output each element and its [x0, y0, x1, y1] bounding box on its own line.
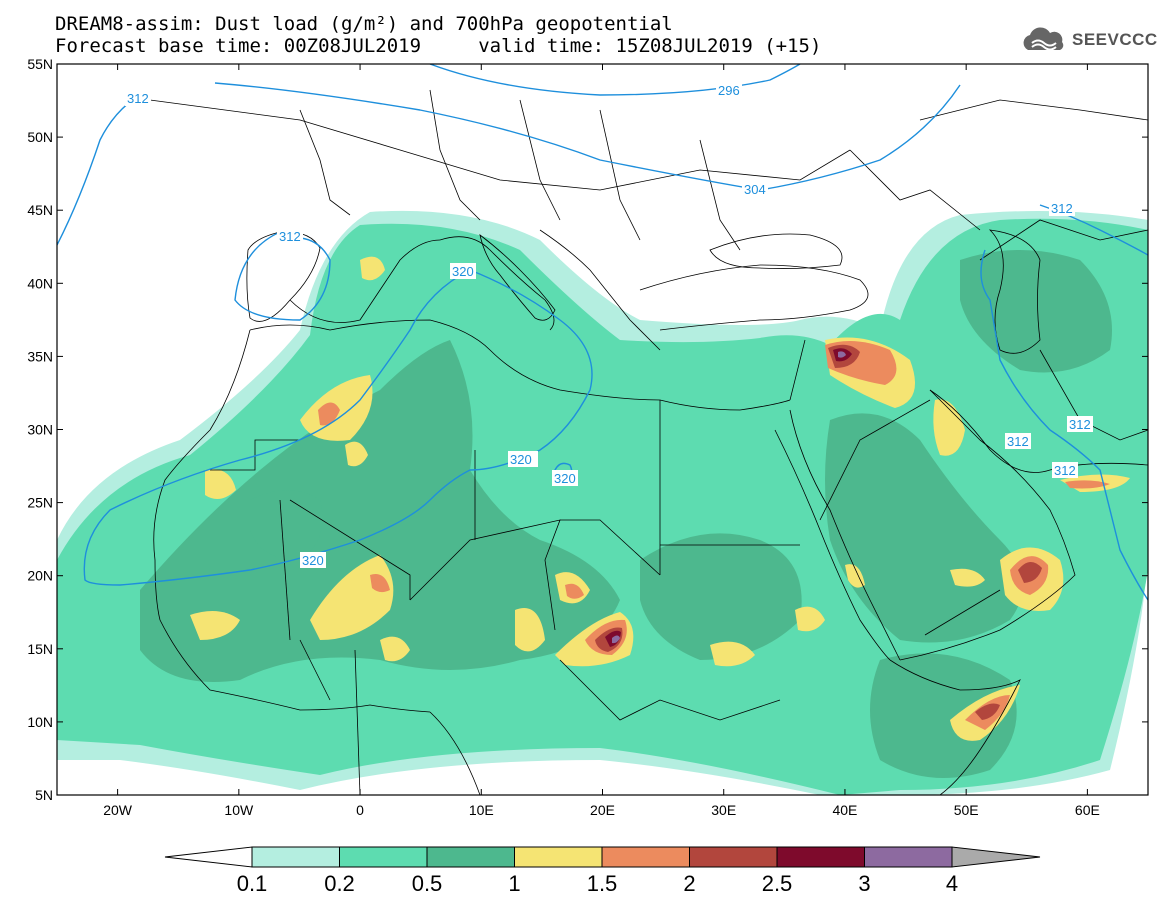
colorbar-tick-label: 0.1	[237, 871, 268, 896]
lon-tick-label: 10W	[224, 802, 254, 818]
lat-tick-label: 10N	[27, 714, 53, 730]
lon-tick-label: 50E	[954, 802, 979, 818]
lon-tick-label: 30E	[711, 802, 736, 818]
contour-label: 312	[127, 91, 149, 106]
colorbar-tick-label: 2	[683, 871, 695, 896]
lon-tick-label: 20E	[590, 802, 615, 818]
colorbar-segment	[251, 846, 340, 868]
colorbar-tick-label: 0.2	[324, 871, 355, 896]
lat-tick-label: 5N	[35, 787, 53, 803]
colorbar-tick-label: 1.5	[587, 871, 618, 896]
colorbar-segment	[601, 846, 690, 868]
contour-label: 296	[718, 83, 740, 98]
dust-field	[57, 210, 1148, 795]
contour-label: 312	[1007, 434, 1029, 449]
lat-tick-label: 15N	[27, 641, 53, 657]
lon-tick-label: 20W	[103, 802, 133, 818]
colorbar: 0.1 0.2 0.5 1 1.5 2 2.5 3 4	[164, 846, 1041, 896]
contour-labels: 312 296 304 312 320 312 320 320 320 312 …	[125, 82, 1093, 568]
longitude-axis: 20W 10W 0 10E 20E 30E 40E 50E 60E	[103, 64, 1100, 818]
lat-tick-label: 20N	[27, 568, 53, 584]
colorbar-segment	[776, 846, 865, 868]
logo-text: SEEVCCC	[1072, 30, 1158, 49]
lat-tick-label: 45N	[27, 202, 53, 218]
lon-tick-label: 0	[356, 802, 364, 818]
lon-tick-label: 10E	[469, 802, 494, 818]
map-title: DREAM8-assim: Dust load (g/m²) and 700hP…	[55, 13, 673, 35]
contour-label: 320	[510, 452, 532, 467]
contour-label: 312	[1069, 417, 1091, 432]
map-subtitle: Forecast base time: 00Z08JUL2019 valid t…	[55, 35, 822, 57]
contour-label: 320	[554, 471, 576, 486]
cloud-icon	[1023, 27, 1064, 51]
lat-tick-label: 25N	[27, 495, 53, 511]
colorbar-segment	[426, 846, 515, 868]
lon-tick-label: 60E	[1075, 802, 1100, 818]
colorbar-tick-label: 0.5	[412, 871, 443, 896]
colorbar-segment	[339, 846, 428, 868]
contour-label: 320	[302, 553, 324, 568]
geopotential-contours	[57, 64, 1148, 601]
lat-tick-label: 40N	[27, 275, 53, 291]
latitude-axis: 55N 50N 45N 40N 35N 30N 25N 20N 15N 10N 5N	[27, 56, 1148, 803]
contour-label: 304	[744, 182, 766, 197]
colorbar-tick-label: 4	[946, 871, 958, 896]
colorbar-tick-label: 2.5	[762, 871, 793, 896]
lat-tick-label: 50N	[27, 129, 53, 145]
colorbar-under-triangle	[164, 846, 253, 868]
contour-label: 312	[279, 229, 301, 244]
lon-tick-label: 40E	[832, 802, 857, 818]
seevccc-logo: SEEVCCC	[1018, 26, 1158, 54]
colorbar-segment	[514, 846, 603, 868]
colorbar-tick-label: 3	[858, 871, 870, 896]
lat-tick-label: 30N	[27, 422, 53, 438]
colorbar-tick-label: 1	[508, 871, 520, 896]
contour-label: 320	[452, 264, 474, 279]
colorbar-segment	[689, 846, 778, 868]
contour-label: 312	[1051, 201, 1073, 216]
colorbar-segment	[864, 846, 953, 868]
lat-tick-label: 55N	[27, 56, 53, 72]
lat-tick-label: 35N	[27, 348, 53, 364]
contour-label: 312	[1054, 463, 1076, 478]
colorbar-over-triangle	[951, 846, 1041, 868]
